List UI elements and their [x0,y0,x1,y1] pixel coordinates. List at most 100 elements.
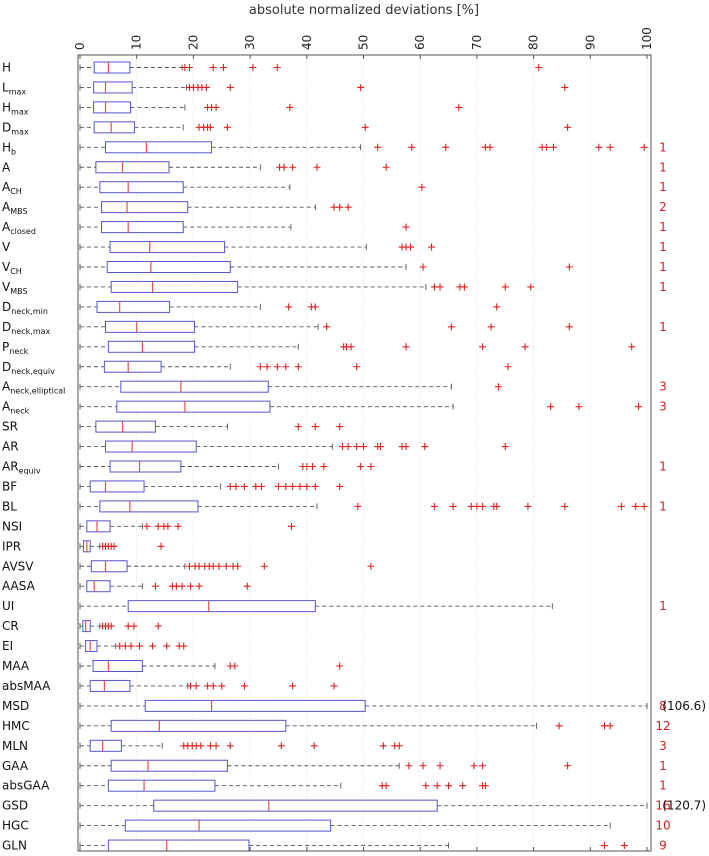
outlier-point [219,64,227,71]
outlier-point [218,682,226,690]
row-hmc: HMC 12 [2,719,671,733]
outlier-point [402,223,410,231]
outlier-point [374,143,382,151]
row-label-main: AASA [2,579,36,593]
row-label: Dneck,max [2,320,51,336]
row-aasa: AASA [2,579,251,593]
row-d-neck-min: Dneck,min [2,300,501,316]
outlier-point [185,64,193,71]
row-label-main: absMAA [2,679,51,693]
outlier-point [294,363,302,371]
outlier-point [408,143,416,151]
row-a-neck: Aneck 3 [2,400,667,416]
outlier-point [382,782,390,790]
outlier-point [154,622,162,630]
outlier-point [336,423,344,431]
outlier-point [493,303,501,311]
row-d-neck-equiv: Dneck,equiv [2,360,512,376]
row-label-main: H [2,100,11,114]
row-label: A [2,160,11,174]
outlier-point [277,742,285,750]
outlier-point [479,502,487,510]
row-label-subscript: neck,equiv [11,367,55,376]
outlier-point [632,502,640,510]
x-tick-label: 0 [73,42,87,50]
outlier-point [286,103,294,111]
row-label-subscript: b [11,147,16,156]
row-sr: SR [2,420,344,434]
row-label-main: AR [2,460,19,474]
row-label-main: absGAA [2,779,50,793]
outlier-point [382,163,390,171]
outlier-point [575,403,583,411]
outlier-point [320,463,328,470]
outlier-point [130,622,138,630]
row-label-main: A [2,160,11,174]
outlier-point [628,343,636,351]
outlier-point [357,83,365,91]
outlier-point [311,482,319,490]
outlier-point [360,443,367,451]
row-label-subscript: neck [9,347,28,356]
outlier-point [232,482,240,490]
iqr-box [93,81,133,94]
x-tick-label: 60 [413,35,427,50]
outlier-point [547,403,555,411]
row-label: VCH [2,260,22,276]
outlier-point [600,842,608,850]
outlier-point [178,582,186,590]
row-label-main: AVSV [2,559,34,573]
outlier-point [289,482,297,490]
row-label: AR [2,440,19,454]
row-label-main: V [2,260,11,274]
outlier-point [433,782,441,790]
max-value-note: (106.6) [662,699,706,713]
outlier-point [240,482,248,490]
outlier-point [260,562,268,570]
iqr-box [109,460,182,473]
outlier-point [107,622,115,630]
row-bf: BF [2,479,344,493]
outlier-point [565,263,573,271]
outlier-point [470,762,478,770]
x-tick-label: 80 [527,35,541,50]
outlier-point [209,64,217,71]
outlier-point [419,263,427,271]
outlier-point [407,243,415,251]
row-label: BL [2,499,17,513]
row-label: Dneck,min [2,300,48,316]
row-label: BF [2,479,17,493]
max-value-note: (120.7) [662,799,706,813]
x-axis-ticks: 0 10 20 30 40 50 60 70 80 90 100 [73,27,654,851]
outlier-point [445,782,453,790]
outlier-point [296,482,304,490]
iqr-box [89,480,145,493]
row-label-main: UI [2,599,14,613]
iqr-box [99,500,199,513]
outlier-point [549,143,557,151]
row-label: ARequiv [2,460,41,476]
iqr-box [93,101,131,114]
row-label: CR [2,619,19,633]
iqr-box [85,640,98,653]
row-label: Hb [2,140,16,156]
row-gaa: GAA 1 [2,759,667,773]
row-label-main: GAA [2,759,29,773]
outlier-point [493,502,501,510]
outlier-point [151,582,159,590]
iqr-box [89,679,131,692]
row-label-subscript: max [11,127,29,136]
outlier-point [422,782,430,790]
offscale-count: 3 [659,739,667,753]
outlier-point [561,502,569,510]
row-label-main: A [2,200,11,214]
row-avsv: AVSV [2,559,375,573]
row-label-main: MSD [2,699,29,713]
outlier-point [353,363,361,371]
outlier-point [143,522,151,530]
row-a-ch: ACH 1 [2,180,667,196]
row-label-main: D [2,320,11,334]
iqr-box [116,400,271,413]
outlier-point [524,502,532,510]
outlier-point [595,143,603,151]
